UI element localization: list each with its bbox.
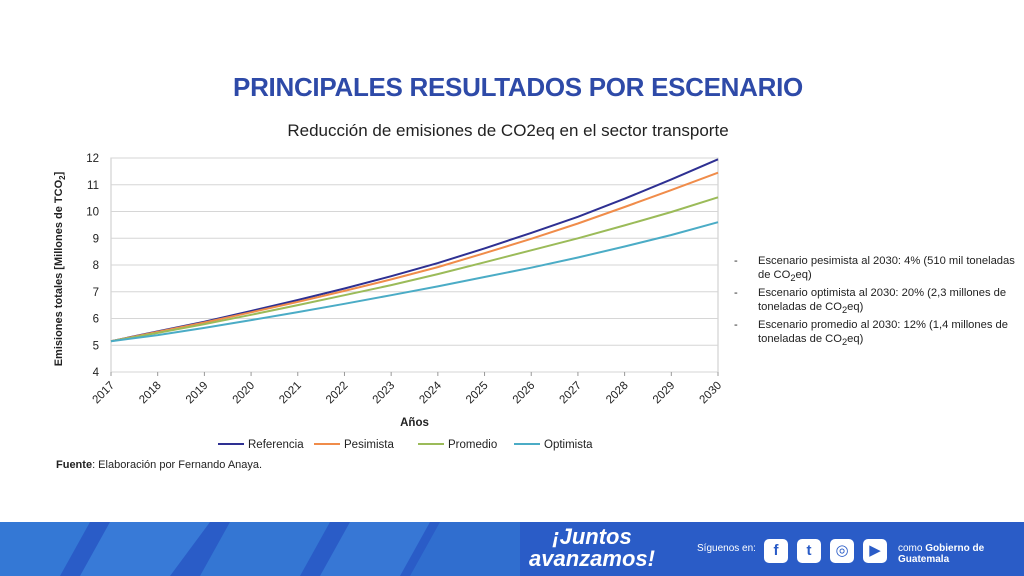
page-subtitle: Reducción de emisiones de CO2eq en el se…	[287, 121, 729, 140]
y-tick-label: 10	[86, 207, 99, 219]
facebook-icon[interactable]: f	[764, 539, 788, 563]
y-tick-label: 9	[93, 233, 99, 245]
legend-label: Pesimista	[344, 439, 394, 451]
source-note: Fuente: Elaboración por Fernando Anaya.	[56, 459, 263, 471]
series-line-pesimista	[110, 171, 719, 343]
footer-decoration	[0, 522, 520, 576]
x-tick-label: 2021	[277, 380, 304, 407]
x-tick-label: 2022	[324, 380, 351, 407]
x-axis-title: Años	[400, 417, 429, 429]
series-line-referencia	[110, 158, 719, 343]
x-tick-label: 2023	[371, 380, 398, 407]
y-tick-label: 6	[93, 314, 99, 326]
x-tick-label: 2020	[231, 380, 258, 407]
footer-band: ¡Juntos avanzamos! Síguenos en: f t ◎ ▶ …	[0, 522, 1024, 576]
legend-label: Referencia	[248, 439, 304, 451]
series-line-optimista	[110, 221, 719, 343]
x-tick-label: 2017	[91, 380, 118, 407]
y-tick-label: 5	[93, 340, 99, 352]
note-item: - Escenario promedio al 2030: 12% (1,4 mi…	[734, 319, 1008, 348]
x-tick-label: 2025	[464, 380, 491, 407]
x-tick-label: 2019	[184, 380, 211, 407]
x-tick-label: 2024	[417, 379, 444, 406]
legend-label: Promedio	[448, 439, 497, 451]
x-tick-label: 2029	[651, 380, 678, 407]
note-item: - Escenario optimista al 2030: 20% (2,3 m…	[734, 287, 1007, 316]
x-tick-label: 2018	[137, 380, 164, 407]
legend-label: Optimista	[544, 439, 593, 451]
x-tick-label: 2028	[604, 380, 631, 407]
instagram-icon[interactable]: ◎	[830, 539, 854, 563]
government-label: como Gobierno de Guatemala	[898, 543, 985, 565]
y-tick-label: 7	[93, 287, 99, 299]
y-tick-label: 8	[93, 260, 99, 272]
x-tick-label: 2027	[557, 380, 584, 407]
slogan: ¡Juntos avanzamos!	[529, 524, 655, 571]
y-tick-label: 12	[86, 153, 99, 165]
y-axis-title: Emisiones totales [Millones de TCO2]	[53, 171, 67, 366]
y-tick-label: 4	[93, 367, 100, 379]
follow-label: Síguenos en:	[697, 543, 756, 554]
youtube-icon[interactable]: ▶	[863, 539, 887, 563]
y-tick-label: 11	[87, 180, 99, 192]
x-tick-label: 2026	[511, 380, 538, 407]
emissions-line-chart: 4 5 6 7 8 9 10 11 12 2017 2018 2019 2020 2021 2022 2023…	[53, 153, 725, 451]
page-title: PRINCIPALES RESULTADOS POR ESCENARIO	[233, 72, 803, 102]
x-tick-label: 2030	[698, 380, 725, 407]
note-item: - Escenario pesimista al 2030: 4% (510 mi…	[734, 255, 1015, 284]
series-line-promedio	[110, 196, 719, 343]
scenario-notes: - Escenario pesimista al 2030: 4% (510 mi…	[732, 254, 1017, 351]
twitter-icon[interactable]: t	[797, 539, 821, 563]
